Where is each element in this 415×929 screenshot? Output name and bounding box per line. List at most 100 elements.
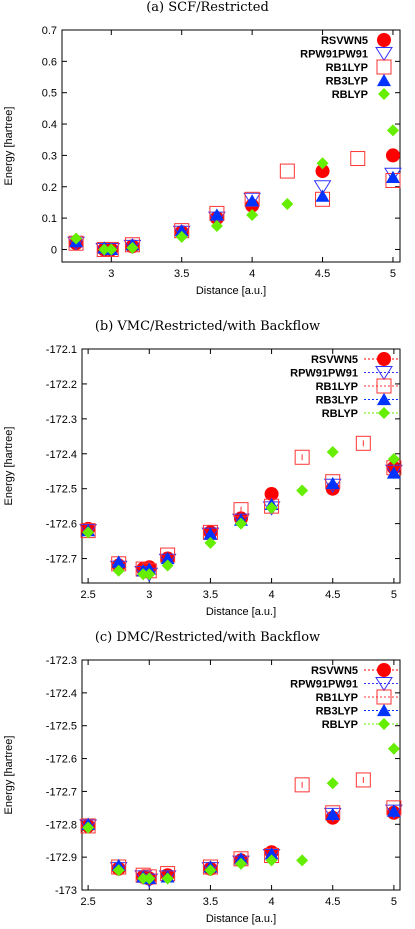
x-tick-label: 5 xyxy=(391,896,397,908)
x-tick-label: 4 xyxy=(269,896,275,908)
y-tick-label: 0.2 xyxy=(42,182,57,194)
x-tick-label: 2.5 xyxy=(80,896,95,908)
plot-frame xyxy=(81,659,401,891)
data-point xyxy=(204,864,217,877)
data-point xyxy=(386,804,401,817)
data-point xyxy=(387,453,400,466)
data-point xyxy=(174,223,189,237)
data-point xyxy=(265,501,278,514)
x-tick-label: 4.5 xyxy=(325,589,340,601)
y-tick-label: 0.6 xyxy=(42,56,57,68)
data-point xyxy=(316,157,329,170)
x-tick-label: 5 xyxy=(390,268,396,280)
y-tick-label: -172.5 xyxy=(46,721,77,733)
chart-title: (c) DMC/Restricted/with Backflow xyxy=(94,630,321,645)
data-point xyxy=(161,872,174,885)
x-tick-label: 4.5 xyxy=(315,268,330,280)
data-point xyxy=(265,854,278,867)
x-tick-label: 3.5 xyxy=(203,896,218,908)
data-point xyxy=(175,230,188,243)
legend-marker xyxy=(378,88,390,100)
plot-0: 3 3.5 4 4.5 5 0 0.1 0.2 0.3 0.4 0.5 0.6 0.7 Distance … xyxy=(3,25,402,297)
y-tick-label: -172.9 xyxy=(46,852,77,864)
data-point xyxy=(294,777,310,793)
data-point xyxy=(235,857,247,870)
legend-marker xyxy=(377,703,391,717)
y-tick-label: -172.2 xyxy=(46,379,77,391)
x-axis-label: Distance [a.u.] xyxy=(196,285,266,297)
data-point xyxy=(355,772,371,788)
y-tick-label: -172.7 xyxy=(46,554,77,566)
y-tick-label: 0.4 xyxy=(42,119,57,131)
data-point xyxy=(204,536,217,549)
legend-label: RB3LYP xyxy=(316,706,358,718)
data-point xyxy=(326,777,339,790)
y-tick-label: -172.4 xyxy=(46,449,77,461)
legend-marker xyxy=(375,366,393,381)
legend-label: RB3LYP xyxy=(316,395,358,407)
data-point xyxy=(355,435,371,451)
x-axis-label: Distance [a.u.] xyxy=(206,913,276,925)
y-axis-label: Energy [hartree] xyxy=(3,107,15,186)
data-point xyxy=(235,517,247,530)
data-point xyxy=(326,446,339,459)
y-tick-label: 0.5 xyxy=(42,88,57,100)
series-RBLYP xyxy=(82,446,400,581)
data-point xyxy=(137,872,150,885)
data-point xyxy=(264,847,279,860)
data-point xyxy=(82,526,95,539)
series-RPW91PW91 xyxy=(79,804,403,888)
data-point xyxy=(325,476,340,490)
data-point xyxy=(386,466,401,479)
data-point xyxy=(160,551,175,565)
data-point xyxy=(112,564,125,577)
y-tick-label: -172.4 xyxy=(46,688,77,700)
x-tick-label: 4 xyxy=(249,268,255,280)
legend-label: RPW91PW91 xyxy=(300,49,368,61)
y-tick-label: -172.3 xyxy=(46,655,77,667)
data-point xyxy=(243,192,262,208)
data-point xyxy=(161,559,174,572)
x-tick-label: 4 xyxy=(269,589,275,601)
data-point xyxy=(137,568,150,581)
data-point xyxy=(143,568,156,581)
chart-title: (a) SCF/Restricted xyxy=(146,0,269,15)
data-point xyxy=(209,208,224,221)
y-axis-label: Energy [hartree] xyxy=(3,427,15,506)
data-point xyxy=(210,219,223,232)
series-RB1LYP xyxy=(80,435,402,579)
y-tick-label: 0.1 xyxy=(42,213,57,225)
y-tick-label: 0.7 xyxy=(42,25,57,37)
y-tick-label: -172.5 xyxy=(46,484,77,496)
y-tick-label: -172.8 xyxy=(46,819,77,831)
data-point xyxy=(294,449,310,465)
x-tick-label: 3 xyxy=(146,589,152,601)
legend-label: RPW91PW91 xyxy=(290,368,358,380)
legend-label: RBLYP xyxy=(332,89,368,101)
series-RB1LYP xyxy=(68,151,401,257)
legend-label: RB1LYP xyxy=(316,381,358,393)
legend-label: RSVWN5 xyxy=(321,35,368,47)
y-tick-label: -172.6 xyxy=(46,754,77,766)
legend-label: RBLYP xyxy=(322,408,358,420)
data-point xyxy=(98,243,111,256)
legend-marker xyxy=(377,352,391,366)
data-point xyxy=(279,163,295,179)
y-axis-label: Energy [hartree] xyxy=(3,736,15,815)
legend-marker xyxy=(377,663,391,677)
series-RB3LYP xyxy=(81,804,401,885)
data-point xyxy=(143,872,156,885)
legend-marker xyxy=(377,73,391,87)
data-point xyxy=(246,208,259,221)
data-point xyxy=(387,742,400,755)
y-tick-label: -172.6 xyxy=(46,519,77,531)
data-point xyxy=(264,486,279,501)
chart-title: (b) VMC/Restricted/with Backflow xyxy=(94,319,321,334)
y-tick-label: -172.7 xyxy=(46,786,77,798)
data-point xyxy=(105,243,118,256)
legend-marker xyxy=(375,47,393,62)
y-tick-label: 0 xyxy=(51,244,57,256)
